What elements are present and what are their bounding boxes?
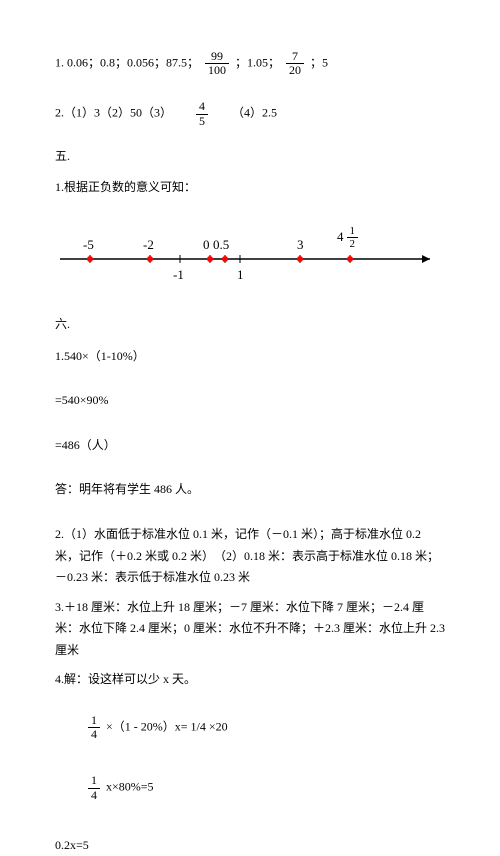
text: x×80%=5 [106,780,154,794]
equation: 0.2x=5 [55,835,445,856]
fraction: 45 [196,100,208,127]
nl-label: -1 [173,263,184,286]
problem-6-2: 2.（1）水面低于标准水位 0.1 米，记作（－0.1 米）；高于标准水位 0.… [55,524,445,589]
nl-label-mixed: 412 [337,225,361,251]
nl-label: -2 [143,233,154,256]
problem-5-1: 1.根据正负数的意义可知： [55,177,445,199]
step: =540×90% [55,390,445,412]
text: 1. 0.06；0.8；0.056；87.5； [55,55,199,69]
fraction: 14 [88,714,100,741]
nl-label: 1 [237,263,244,286]
nl-label: 3 [297,233,304,256]
text: （4）2.5 [232,106,277,120]
problem-1: 1. 0.06；0.8；0.056；87.5； 99100 ；1.05； 720… [55,50,445,77]
answer: 答：明年将有学生 486 人。 [55,479,445,501]
text: ；5 [310,55,328,69]
nl-label: -5 [83,233,94,256]
fraction: 14 [88,774,100,801]
fraction: 720 [286,50,304,77]
nl-label: 0 [203,233,210,256]
text: ×（1 - 20%）x= 1/4 ×20 [106,720,228,734]
problem-6-3: 3.＋18 厘米：水位上升 18 厘米；－7 厘米：水位下降 7 厘米；－2.4… [55,597,445,662]
step: =486（人） [55,435,445,457]
text: ；1.05； [235,55,280,69]
problem-6-1: 1.540×（1-10%） [55,346,445,368]
number-line: -5 -2 -1 0 0.5 1 3 412 [55,219,445,289]
section-5-heading: 五. [55,146,445,168]
equation: 14 x×80%=5 [55,774,445,801]
equation: 14 ×（1 - 20%）x= 1/4 ×20 [55,714,445,741]
problem-2: 2.（1）3（2）50（3） 45 （4）2.5 [55,100,445,127]
text: 2.（1）3（2）50（3） [55,106,172,120]
fraction: 99100 [205,50,229,77]
problem-6-4: 4.解：设这样可以少 x 天。 [55,669,445,691]
section-6-heading: 六. [55,314,445,336]
nl-label: 0.5 [213,233,229,256]
